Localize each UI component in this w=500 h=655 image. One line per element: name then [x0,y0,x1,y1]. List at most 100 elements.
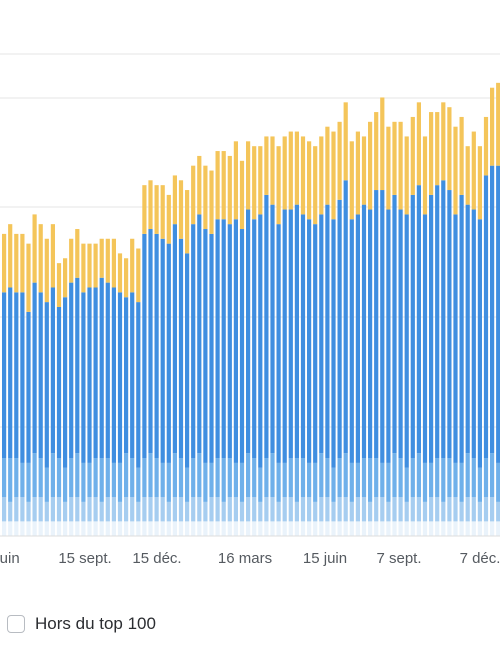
bar-segment [197,214,202,454]
bar-segment [252,219,257,459]
bar-segment [124,453,129,498]
bar-segment [38,224,43,293]
bar-segment [38,292,43,459]
bar-segment [32,453,37,498]
bar-segment [459,462,464,502]
bar-segment [2,458,7,498]
bar-segment [148,497,153,522]
bar-segment [398,209,403,459]
bar-segment [447,521,452,536]
bar-segment [264,458,269,498]
bar-segment [185,521,190,536]
bar-segment [160,185,165,239]
bar-segment [154,458,159,498]
bar-segment [416,453,421,498]
bar-segment [349,219,354,463]
bar-segment [337,199,342,459]
bar-segment [429,194,434,463]
bar-segment [130,292,135,459]
bar-segment [355,462,360,498]
bar-segment [38,521,43,536]
bar-segment [178,521,184,536]
bar-segment [124,521,129,536]
bar-segment [14,233,19,293]
bar-segment [26,311,31,463]
bar-segment [56,497,62,522]
bar-segment [44,521,49,536]
bar-segment [392,497,397,522]
bar-segment [422,501,428,522]
bar-segment [215,219,220,459]
bar-segment [130,497,135,522]
bar-segment [258,521,263,536]
bar-segment [368,501,373,522]
bar-segment [398,458,403,498]
bar-segment [191,165,196,225]
bar-segment [337,458,342,498]
bar-segment [331,467,336,502]
bar-segment [75,521,80,536]
bar-segment [69,282,74,459]
bar-segment [215,521,220,536]
bar-segment [380,190,385,463]
bar-segment [26,243,31,312]
bar-segment [142,458,147,498]
bar-segment [26,462,31,502]
bar-segment [374,112,379,191]
bar-segment [331,521,336,536]
bar-segment [416,497,421,522]
x-tick-label: 15 juin [302,550,348,567]
bar-segment [197,497,202,522]
bar-segment [392,453,397,498]
x-tick-label: 7 sept. [376,550,422,567]
bar-segment [325,458,330,498]
bar-segment [374,458,379,498]
bar-segment [38,497,43,522]
bar-segment [75,229,80,278]
bar-segment [276,462,281,502]
bar-segment [307,521,312,536]
bar-segment [148,180,153,230]
bar-segment [215,497,220,522]
bar-segment [441,501,446,522]
bar-segment [148,229,153,454]
bar-segment [264,497,269,522]
bar-segment [343,521,348,536]
bar-segment [404,501,409,522]
bar-segment [185,467,190,502]
bar-segment [197,521,202,536]
bar-segment [483,497,489,522]
x-tick-label: juin [0,550,20,567]
bar-segment [471,521,476,536]
bar-segment [331,501,336,522]
bar-segment [221,458,226,502]
bar-segment [404,214,409,468]
bar-segment [355,521,360,536]
bar-segment [203,462,208,502]
bar-segment [215,151,220,220]
bar-segment [252,497,257,522]
legend-checkbox[interactable] [7,615,25,633]
bar-segment [233,521,238,536]
bar-segment [471,209,476,459]
bar-segment [307,219,312,463]
bar-segment [160,462,165,498]
bar-segment [117,521,123,536]
bar-segment [282,521,287,536]
bar-segment [56,306,62,459]
bar-segment [435,497,440,522]
bar-segment [416,185,421,454]
bar-segment [63,521,68,536]
bar-segment [380,97,385,191]
bar-segment [349,462,354,502]
bar-segment [63,258,68,298]
bar-segment [361,497,367,522]
bar-segment [282,136,287,210]
bar-segment [337,497,342,522]
bar-segment [429,462,434,498]
bar-segment [429,521,434,536]
bar-segment [490,521,495,536]
bar-segment [142,497,147,522]
bar-segment [368,521,373,536]
bar-segment [300,458,306,498]
